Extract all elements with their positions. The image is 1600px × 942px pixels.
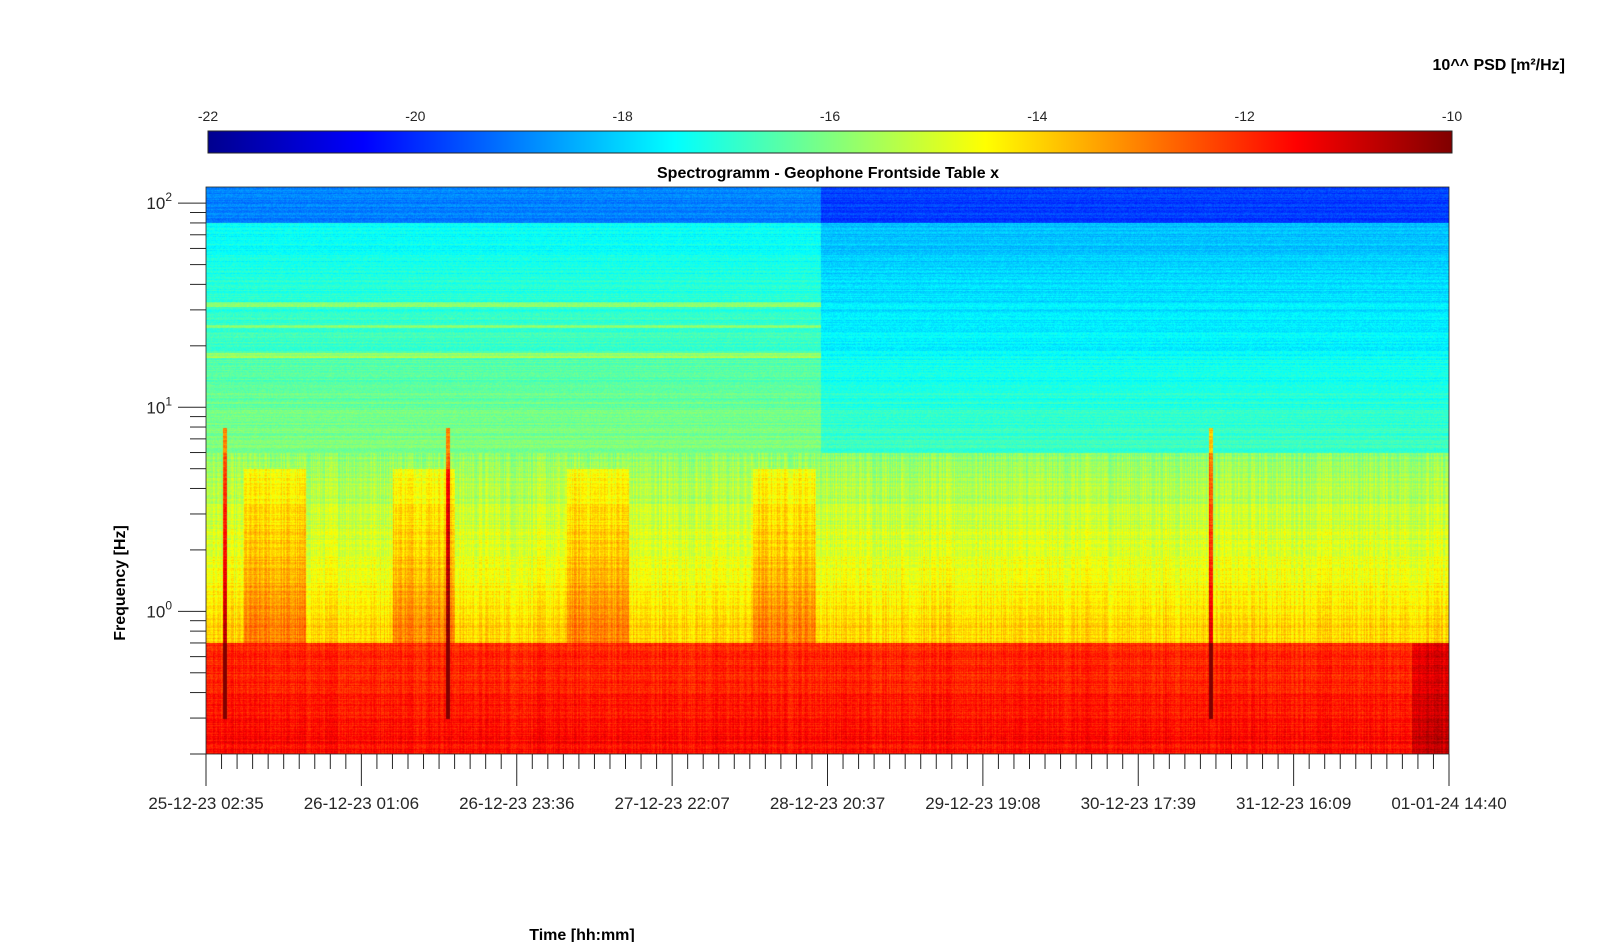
y-tick-label: 101 xyxy=(146,394,172,417)
x-tick-label: 27-12-23 22:07 xyxy=(614,794,729,813)
colorbar-ticks: -22 -20 -18 -16 -14 -12 -10 xyxy=(198,108,1462,138)
y-tick-exponent: 1 xyxy=(165,394,172,408)
x-tick-label: 30-12-23 17:39 xyxy=(1081,794,1196,813)
y-tick-label: 102 xyxy=(146,190,172,213)
colorbar-tick-label: -20 xyxy=(405,108,425,124)
y-tick-base: 10 xyxy=(146,194,165,213)
x-tick-label: 29-12-23 19:08 xyxy=(925,794,1040,813)
colorbar-tick-label: -18 xyxy=(613,108,633,124)
colorbar-tick-label: -10 xyxy=(1442,108,1462,124)
x-tick-label: 25-12-23 02:35 xyxy=(148,794,263,813)
colorbar-bar xyxy=(207,130,1453,154)
x-tick-label: 26-12-23 23:36 xyxy=(459,794,574,813)
y-tick-exponent: 0 xyxy=(165,598,172,612)
y-tick-base: 10 xyxy=(146,602,165,621)
x-tick-label: 26-12-23 01:06 xyxy=(304,794,419,813)
colorbar-tick-label: -14 xyxy=(1027,108,1047,124)
x-tick-label: 31-12-23 16:09 xyxy=(1236,794,1351,813)
x-axis: 25-12-23 02:35 26-12-23 01:06 26-12-23 23:… xyxy=(148,754,1507,813)
x-axis-label: Time [hh:mm] xyxy=(529,927,634,942)
y-tick-base: 10 xyxy=(146,398,165,417)
colorbar-tick-label: -12 xyxy=(1235,108,1255,124)
spectrogram-image xyxy=(206,187,1449,754)
colorbar-tick-label: -16 xyxy=(820,108,840,124)
colorbar-label: 10^^ PSD [m²/Hz] xyxy=(1433,57,1565,74)
y-tick-label: 100 xyxy=(146,598,172,621)
chart-title: Spectrogramm - Geophone Frontside Table … xyxy=(657,165,999,182)
x-tick-label: 01-01-24 14:40 xyxy=(1391,794,1506,813)
y-tick-exponent: 2 xyxy=(165,190,172,204)
x-tick-label: 28-12-23 20:37 xyxy=(770,794,885,813)
y-axis-label: Frequency [Hz] xyxy=(112,525,129,641)
colorbar: 10^^ PSD [m²/Hz] -22 -20 -18 -16 -14 -12 -10 xyxy=(198,57,1565,154)
colorbar-tick-label: -22 xyxy=(198,108,218,124)
